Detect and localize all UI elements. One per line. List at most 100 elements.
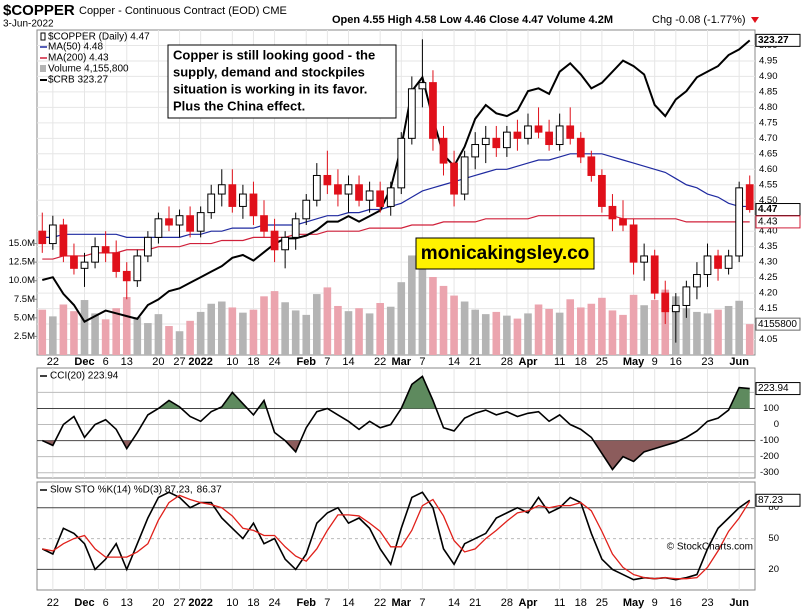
candle-body — [80, 261, 89, 269]
volume-bar — [239, 312, 247, 355]
candle-body — [671, 304, 680, 313]
volume-bar — [122, 297, 131, 355]
volume-bar — [281, 302, 289, 355]
candle-body — [545, 131, 553, 146]
candle-body — [661, 292, 670, 313]
volume-bar — [735, 300, 743, 355]
candle-body — [217, 184, 226, 195]
annotation-line: situation is working in its favor. — [173, 81, 367, 96]
y-tick-label: 50 — [768, 533, 779, 544]
annotation-box — [167, 44, 397, 119]
x-tick-label: 14 — [342, 356, 354, 368]
candle-body — [682, 286, 691, 306]
volume-bar — [545, 308, 553, 355]
candle-body — [38, 230, 47, 245]
x-tick-label: 7 — [419, 356, 425, 368]
volume-bar — [365, 313, 374, 355]
volume-bar — [101, 319, 110, 355]
value-tag-box — [755, 493, 801, 507]
volume-bar — [492, 311, 501, 355]
watermark-box — [415, 237, 595, 270]
volume-bar — [207, 303, 216, 355]
candle-body — [59, 224, 68, 257]
candle-body — [429, 82, 437, 139]
volume-bar — [228, 307, 237, 355]
y-tick-label: -300 — [760, 467, 779, 478]
y-tick-label: 4.60 — [759, 164, 778, 175]
volume-bar — [619, 314, 627, 355]
y-tick-label: 4.15 — [759, 303, 778, 314]
candle-body — [70, 255, 78, 269]
legend-entry: MA(200) 4.43 — [48, 53, 109, 64]
volume-tick-label: 12.5M — [9, 257, 35, 268]
volume-bar — [386, 306, 395, 355]
x-tick-label: Feb — [296, 597, 316, 609]
volume-bar — [249, 309, 258, 355]
volume-bar — [471, 309, 479, 355]
x-tick-label: 22 — [47, 356, 59, 368]
x-tick-label: 11 — [554, 356, 565, 368]
symbol: $COPPER — [3, 2, 75, 19]
volume-bar — [429, 277, 437, 355]
volume-bar — [682, 308, 691, 355]
candle-body — [598, 174, 606, 207]
x-tick-label: 22 — [47, 597, 59, 609]
volume-bar — [566, 299, 575, 355]
candle-body — [312, 174, 321, 201]
candle-body — [334, 184, 342, 195]
volume-bar — [397, 282, 406, 355]
volume-bar — [70, 311, 78, 355]
x-tick-label: 14 — [448, 356, 460, 368]
candle-body — [629, 224, 638, 263]
security-name: Copper - Continuous Contract (EOD) CME — [79, 5, 287, 17]
candle-body — [502, 131, 511, 149]
volume-bar — [175, 331, 184, 355]
volume-bar — [313, 294, 321, 355]
candle-body — [48, 224, 57, 245]
legend-candle-icon — [40, 32, 46, 41]
volume-bar — [112, 308, 120, 355]
x-tick-label: Dec — [74, 356, 94, 368]
volume-tick-label: 2.5M — [14, 331, 35, 342]
change-arrow — [751, 17, 759, 23]
volume-bar — [196, 311, 205, 355]
candle-body — [481, 137, 490, 146]
x-tick-label: 27 — [173, 597, 185, 609]
candle-body — [143, 236, 152, 257]
y-tick-label: 4.65 — [759, 148, 778, 159]
change: Chg -0.08 (-1.77%) — [652, 14, 746, 26]
x-tick-label: 23 — [701, 597, 713, 609]
candle-body — [112, 252, 121, 272]
y-tick-label: 4.70 — [759, 133, 778, 144]
candle-body — [207, 193, 216, 214]
volume-bar — [714, 309, 722, 355]
volume-bar — [481, 314, 490, 355]
x-tick-label: 10 — [226, 597, 238, 609]
date: 3-Jun-2022 — [3, 19, 54, 30]
volume-bar — [650, 300, 659, 355]
volume-bar — [503, 315, 511, 355]
candle-body — [714, 255, 722, 269]
volume-bar — [80, 300, 89, 355]
volume-bar — [217, 301, 226, 355]
x-tick-label: 18 — [575, 356, 587, 368]
indicator-title: Slow STO %K(14) %D(3) 87.23, — [50, 485, 193, 496]
candle-body — [650, 255, 659, 294]
legend-entry: MA(50) 4.48 — [48, 42, 103, 53]
volume-bar — [745, 324, 754, 355]
candle-body — [735, 187, 744, 257]
indicator-title: 86.37 — [197, 485, 222, 496]
x-tick-label: Mar — [391, 356, 411, 368]
candle-body — [513, 131, 522, 139]
x-tick-label: 9 — [652, 356, 658, 368]
x-tick-label: 2022 — [188, 597, 212, 609]
candle-body — [407, 88, 416, 139]
panel-frame — [36, 481, 756, 591]
volume-bar — [291, 310, 300, 355]
candle-body — [439, 137, 448, 164]
x-tick-label: 14 — [448, 597, 460, 609]
volume-bar — [439, 285, 448, 355]
x-tick-label: May — [623, 597, 645, 609]
volume-bar — [598, 297, 606, 355]
